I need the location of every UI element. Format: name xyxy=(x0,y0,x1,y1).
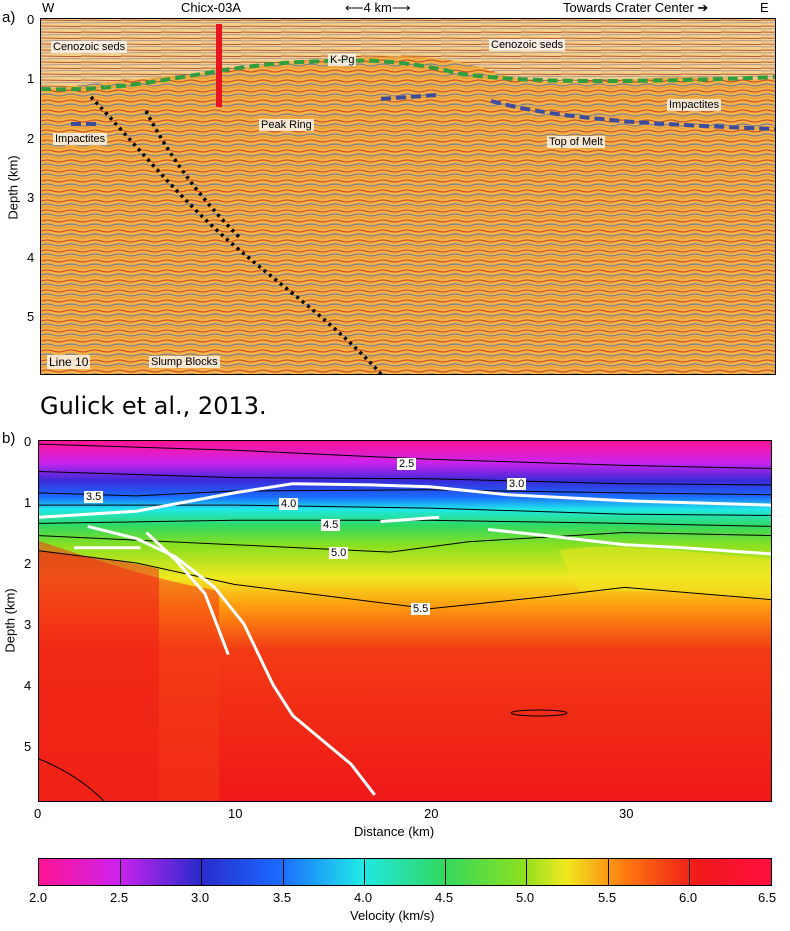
annotation-top-of-melt: Top of Melt xyxy=(547,136,605,148)
contour-5 xyxy=(39,531,771,553)
annotation-line: Line 10 xyxy=(47,355,91,369)
contour-3-5 xyxy=(39,489,771,497)
colorbar-label-2-0: 2.0 xyxy=(29,890,48,905)
annotation-peak-ring: Peak Ring xyxy=(259,119,314,131)
contour-4-5 xyxy=(39,519,771,527)
contour-3 xyxy=(39,471,771,486)
scale-label: 4 km xyxy=(363,0,392,15)
well-label: Chicx-03A xyxy=(181,0,241,15)
b-xtick-30: 30 xyxy=(619,806,634,821)
contour-label-3-5: 3.5 xyxy=(84,491,104,503)
contour-label-4-0: 4.0 xyxy=(279,498,299,510)
b-ytick-3: 3 xyxy=(24,617,32,632)
melt-marker-3 xyxy=(487,528,771,556)
colorbar xyxy=(38,858,772,886)
arrow-right-icon: ➔ xyxy=(697,0,709,15)
annotation-cenozoic-right: Cenozoic seds xyxy=(489,39,566,51)
velocity-plot xyxy=(39,441,771,801)
citation: Gulick et al., 2013. xyxy=(40,392,267,420)
contour-label-3-0: 3.0 xyxy=(507,478,527,490)
seismic-image xyxy=(41,19,775,374)
panel-b-letter: b) xyxy=(2,430,16,447)
colorbar-label-6-5: 6.5 xyxy=(758,890,777,905)
contour-deep-left xyxy=(39,758,105,801)
a-ytick-5: 5 xyxy=(27,309,35,324)
velocity-model: 2.5 3.0 3.5 4.0 4.5 5.0 5.5 xyxy=(38,440,772,802)
b-x-axis-title: Distance (km) xyxy=(354,824,435,839)
a-y-axis-title: Depth (km) xyxy=(5,155,21,220)
b-xtick-20: 20 xyxy=(424,806,439,821)
annotation-impactites-right: Impactites xyxy=(667,99,722,111)
b-ytick-0: 0 xyxy=(24,434,32,449)
colorbar-tick xyxy=(608,859,609,885)
colorbar-label-3-5: 3.5 xyxy=(273,890,292,905)
a-ytick-2: 2 xyxy=(27,131,35,146)
colorbar-label-4-0: 4.0 xyxy=(354,890,373,905)
colorbar-tick xyxy=(689,859,690,885)
colorbar-tick xyxy=(445,859,446,885)
scale-bar: ⟵4 km⟶ xyxy=(345,0,410,16)
b-ytick-5: 5 xyxy=(24,739,32,754)
velocity-closure xyxy=(510,709,568,717)
contour-2-5 xyxy=(39,443,771,469)
seismic-section: Cenozoic seds Cenozoic seds K-Pg Impacti… xyxy=(40,18,776,375)
direction-text: Towards Crater Center xyxy=(563,0,694,15)
colorbar-label-4-5: 4.5 xyxy=(435,890,454,905)
interpretation-line-3 xyxy=(145,531,230,656)
colorbar-tick xyxy=(526,859,527,885)
b-xtick-10: 10 xyxy=(228,806,243,821)
interpretation-line-2 xyxy=(87,524,376,796)
melt-marker-2 xyxy=(380,515,440,523)
annotation-slump-blocks: Slump Blocks xyxy=(149,356,220,368)
east-label: E xyxy=(760,0,769,15)
colorbar-label-6-0: 6.0 xyxy=(679,890,698,905)
a-ytick-3: 3 xyxy=(27,190,35,205)
a-ytick-1: 1 xyxy=(27,71,35,86)
b-y-axis-title: Depth (km) xyxy=(2,588,18,653)
interpretation-lines xyxy=(39,482,771,796)
colorbar-label-5-5: 5.5 xyxy=(598,890,617,905)
b-ytick-2: 2 xyxy=(24,556,32,571)
arrow-right-icon: ⟶ xyxy=(391,0,411,15)
contour-label-4-5: 4.5 xyxy=(321,519,341,531)
panel-a-letter: a) xyxy=(2,9,16,26)
b-ytick-4: 4 xyxy=(24,678,32,693)
direction-label: Towards Crater Center ➔ xyxy=(563,0,708,16)
contour-label-5-5: 5.5 xyxy=(411,603,431,615)
b-ytick-1: 1 xyxy=(24,495,32,510)
colorbar-tick xyxy=(120,859,121,885)
b-xtick-0: 0 xyxy=(34,806,42,821)
colorbar-label-2-5: 2.5 xyxy=(110,890,129,905)
colorbar-label-5-0: 5.0 xyxy=(516,890,535,905)
annotation-cenozoic-left: Cenozoic seds xyxy=(51,41,128,53)
annotation-impactites-left: Impactites xyxy=(53,133,108,145)
colorbar-label-3-0: 3.0 xyxy=(191,890,210,905)
colorbar-tick xyxy=(283,859,284,885)
west-label: W xyxy=(42,0,55,15)
contour-label-2-5: 2.5 xyxy=(397,458,417,470)
contour-label-5-0: 5.0 xyxy=(329,547,349,559)
interpretation-line-1 xyxy=(39,482,771,519)
annotation-kpg: K-Pg xyxy=(328,54,357,66)
colorbar-title: Velocity (km/s) xyxy=(350,908,435,923)
colorbar-tick xyxy=(201,859,202,885)
colorbar-tick xyxy=(364,859,365,885)
a-ytick-0: 0 xyxy=(27,12,35,27)
arrow-left-icon: ⟵ xyxy=(345,0,364,15)
a-ytick-4: 4 xyxy=(27,250,35,265)
